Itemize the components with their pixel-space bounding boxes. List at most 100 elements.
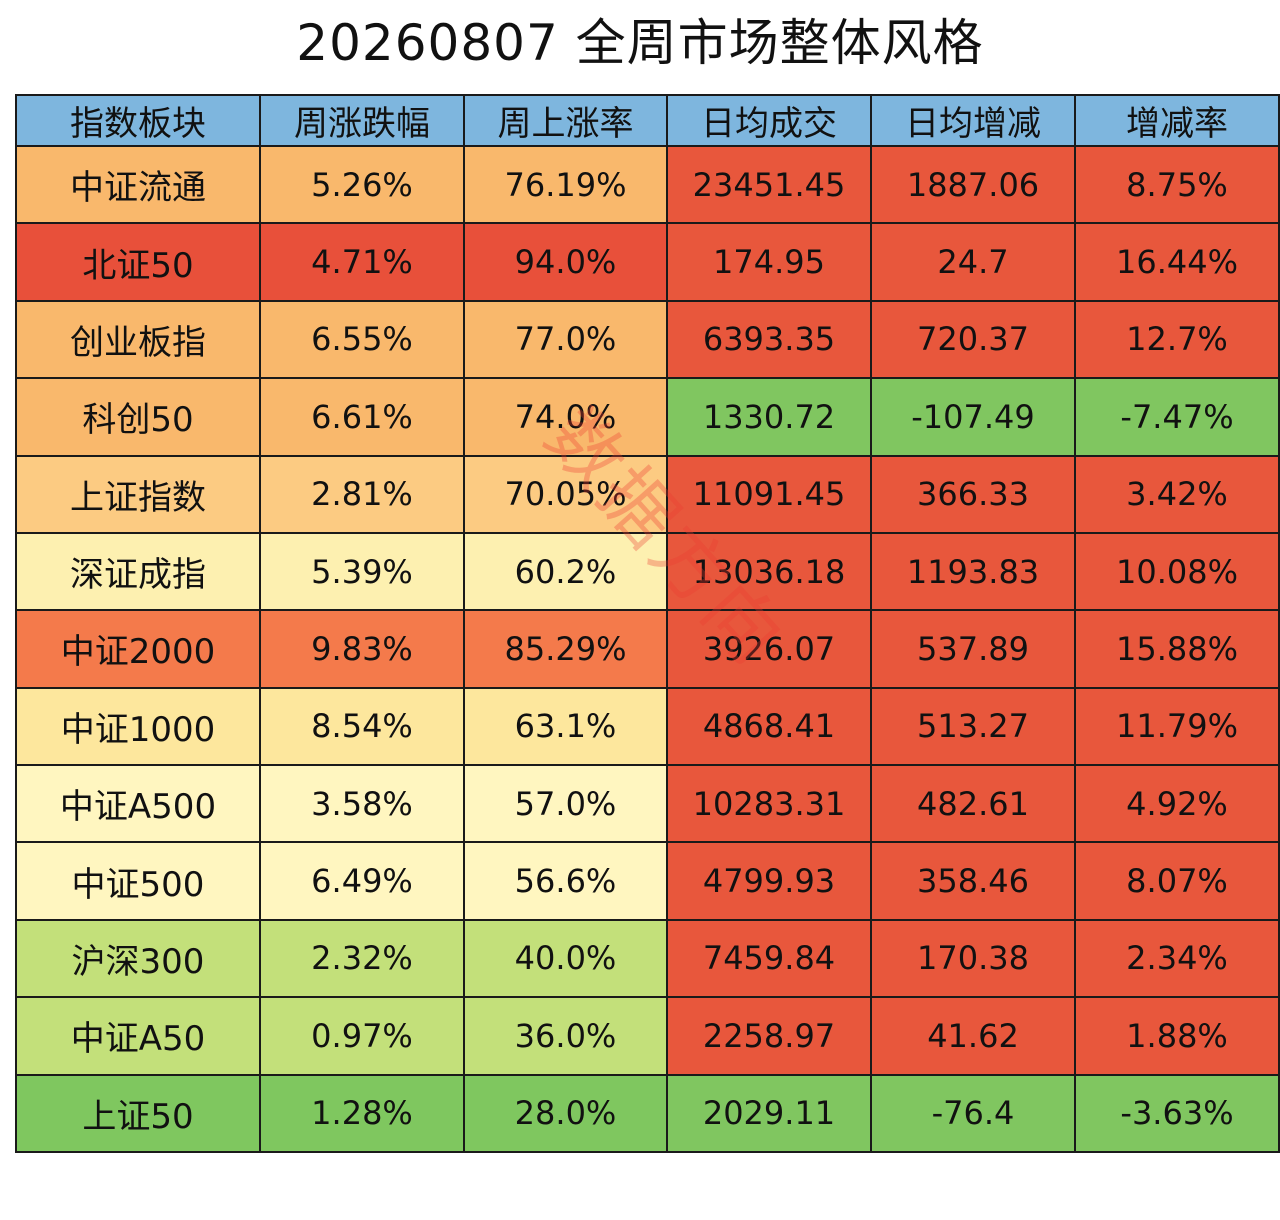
index-name-cell: 沪深300 [15, 918, 261, 999]
value-cell: 60.2% [463, 531, 668, 612]
value-cell: 8.75% [1074, 144, 1280, 225]
value-cell: 11.79% [1074, 686, 1280, 767]
value-cell: 720.37 [870, 299, 1076, 380]
value-cell: 23451.45 [666, 144, 872, 225]
value-cell: 3.58% [259, 763, 465, 844]
value-cell: 2258.97 [666, 996, 872, 1076]
index-name-cell: 中证A50 [15, 996, 261, 1076]
table-row: 上证指数 2.81% 70.05% 11091.45 366.33 3.42% [15, 454, 1280, 534]
value-cell: -76.4 [870, 1073, 1076, 1153]
column-header: 增减率 [1074, 94, 1280, 147]
index-name-cell: 中证2000 [15, 609, 261, 689]
page-title: 20260807 全周市场整体风格 [296, 14, 984, 72]
value-cell: 366.33 [870, 454, 1076, 534]
column-header: 日均增减 [870, 94, 1076, 147]
market-style-table: 指数板块 周涨跌幅 周上涨率 日均成交 日均增减 增减率 中证流通 5.26% 76.19% 2… [15, 94, 1280, 1153]
table-row: 深证成指 5.39% 60.2% 13036.18 1193.83 10.08% [15, 531, 1280, 612]
value-cell: 16.44% [1074, 222, 1280, 302]
value-cell: 12.7% [1074, 299, 1280, 380]
value-cell: 57.0% [463, 763, 668, 844]
value-cell: 2.81% [259, 454, 465, 534]
value-cell: 0.97% [259, 996, 465, 1076]
value-cell: 8.54% [259, 686, 465, 767]
column-header: 日均成交 [666, 94, 872, 147]
value-cell: -7.47% [1074, 377, 1280, 457]
table-body: 中证流通 5.26% 76.19% 23451.45 1887.06 8.75% 北证50 4… [15, 144, 1280, 1153]
value-cell: 85.29% [463, 609, 668, 689]
table-row: 创业板指 6.55% 77.0% 6393.35 720.37 12.7% [15, 299, 1280, 380]
value-cell: -107.49 [870, 377, 1076, 457]
column-header: 周上涨率 [463, 94, 668, 147]
table-row: 北证50 4.71% 94.0% 174.95 24.7 16.44% [15, 222, 1280, 302]
table-row: 上证50 1.28% 28.0% 2029.11 -76.4 -3.63% [15, 1073, 1280, 1153]
index-name-cell: 上证指数 [15, 454, 261, 534]
value-cell: 13036.18 [666, 531, 872, 612]
value-cell: 56.6% [463, 841, 668, 921]
value-cell: 94.0% [463, 222, 668, 302]
table-row: 中证1000 8.54% 63.1% 4868.41 513.27 11.79% [15, 686, 1280, 767]
value-cell: 6393.35 [666, 299, 872, 380]
value-cell: -3.63% [1074, 1073, 1280, 1153]
value-cell: 63.1% [463, 686, 668, 767]
value-cell: 2.34% [1074, 918, 1280, 999]
table-row: 沪深300 2.32% 40.0% 7459.84 170.38 2.34% [15, 918, 1280, 999]
value-cell: 1.28% [259, 1073, 465, 1153]
value-cell: 170.38 [870, 918, 1076, 999]
value-cell: 2.32% [259, 918, 465, 999]
value-cell: 5.26% [259, 144, 465, 225]
column-header: 周涨跌幅 [259, 94, 465, 147]
value-cell: 77.0% [463, 299, 668, 380]
value-cell: 8.07% [1074, 841, 1280, 921]
table-row: 中证2000 9.83% 85.29% 3926.07 537.89 15.88% [15, 609, 1280, 689]
value-cell: 358.46 [870, 841, 1076, 921]
index-name-cell: 深证成指 [15, 531, 261, 612]
value-cell: 3926.07 [666, 609, 872, 689]
value-cell: 1330.72 [666, 377, 872, 457]
value-cell: 10.08% [1074, 531, 1280, 612]
table-row: 中证A500 3.58% 57.0% 10283.31 482.61 4.92% [15, 763, 1280, 844]
index-name-cell: 上证50 [15, 1073, 261, 1153]
value-cell: 6.55% [259, 299, 465, 380]
index-name-cell: 创业板指 [15, 299, 261, 380]
column-header: 指数板块 [15, 94, 261, 147]
value-cell: 28.0% [463, 1073, 668, 1153]
index-name-cell: 中证A500 [15, 763, 261, 844]
value-cell: 4.92% [1074, 763, 1280, 844]
value-cell: 537.89 [870, 609, 1076, 689]
table-header-row: 指数板块 周涨跌幅 周上涨率 日均成交 日均增减 增减率 [15, 94, 1280, 147]
value-cell: 7459.84 [666, 918, 872, 999]
value-cell: 9.83% [259, 609, 465, 689]
value-cell: 1193.83 [870, 531, 1076, 612]
table-row: 中证A50 0.97% 36.0% 2258.97 41.62 1.88% [15, 996, 1280, 1076]
value-cell: 174.95 [666, 222, 872, 302]
value-cell: 4.71% [259, 222, 465, 302]
index-name-cell: 中证流通 [15, 144, 261, 225]
value-cell: 41.62 [870, 996, 1076, 1076]
value-cell: 24.7 [870, 222, 1076, 302]
value-cell: 4868.41 [666, 686, 872, 767]
value-cell: 513.27 [870, 686, 1076, 767]
value-cell: 11091.45 [666, 454, 872, 534]
index-name-cell: 中证500 [15, 841, 261, 921]
value-cell: 40.0% [463, 918, 668, 999]
value-cell: 5.39% [259, 531, 465, 612]
table-row: 科创50 6.61% 74.0% 1330.72 -107.49 -7.47% [15, 377, 1280, 457]
value-cell: 1887.06 [870, 144, 1076, 225]
value-cell: 76.19% [463, 144, 668, 225]
value-cell: 70.05% [463, 454, 668, 534]
value-cell: 3.42% [1074, 454, 1280, 534]
index-name-cell: 科创50 [15, 377, 261, 457]
value-cell: 1.88% [1074, 996, 1280, 1076]
value-cell: 2029.11 [666, 1073, 872, 1153]
index-name-cell: 中证1000 [15, 686, 261, 767]
value-cell: 74.0% [463, 377, 668, 457]
table-row: 中证500 6.49% 56.6% 4799.93 358.46 8.07% [15, 841, 1280, 921]
index-name-cell: 北证50 [15, 222, 261, 302]
value-cell: 4799.93 [666, 841, 872, 921]
value-cell: 36.0% [463, 996, 668, 1076]
value-cell: 10283.31 [666, 763, 872, 844]
table-row: 中证流通 5.26% 76.19% 23451.45 1887.06 8.75% [15, 144, 1280, 225]
value-cell: 482.61 [870, 763, 1076, 844]
value-cell: 6.49% [259, 841, 465, 921]
value-cell: 6.61% [259, 377, 465, 457]
